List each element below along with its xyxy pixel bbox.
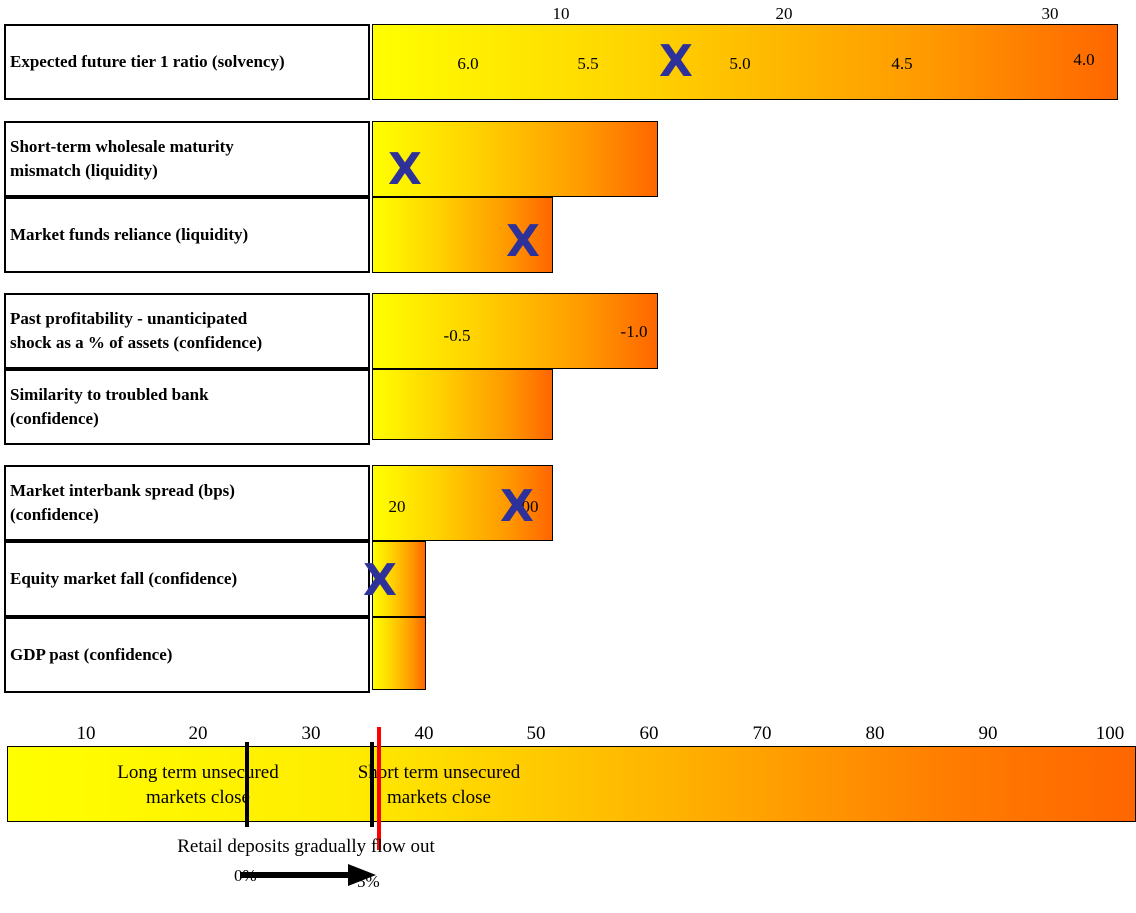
top-axis-tick: 20 <box>775 4 793 23</box>
indicator-label-text: Past profitability - unanticipated <box>10 309 248 328</box>
indicator-bar-similarity <box>372 369 553 440</box>
long-term-markets-annotation: Long term unsecured markets close <box>93 760 303 810</box>
indicator-bar-market-funds <box>372 197 553 273</box>
indicator-label-similarity: Similarity to troubled bank (confidence) <box>4 369 370 445</box>
indicator-bar-interbank-spread: 20 00 <box>372 465 553 541</box>
indicator-label-text: Expected future tier 1 ratio (solvency) <box>10 52 285 71</box>
annotation-line: Short term unsecured <box>357 762 521 783</box>
indicator-bar-equity-fall <box>372 541 426 617</box>
short-term-markets-annotation: Short term unsecured markets close <box>334 760 544 810</box>
long-term-threshold-line <box>245 742 249 827</box>
current-position-red-line <box>377 727 381 850</box>
retail-end-label: 5% <box>357 872 380 891</box>
indicator-bar-gdp-past <box>372 617 426 690</box>
indicator-label-text: Market interbank spread (bps) <box>10 481 235 500</box>
indicator-label-text: (confidence) <box>10 505 99 524</box>
annotation-line: markets close <box>387 787 491 808</box>
annotation-line: markets close <box>146 787 250 808</box>
indicator-label-maturity-mismatch: Short-term wholesale maturity mismatch (… <box>4 121 370 197</box>
indicator-label-text: shock as a % of assets (confidence) <box>10 333 263 352</box>
indicator-label-market-funds: Market funds reliance (liquidity) <box>4 197 370 273</box>
bar-value-label: 6.0 <box>457 54 479 73</box>
indicator-label-text: mismatch (liquidity) <box>10 161 158 180</box>
indicator-label-text: Market funds reliance (liquidity) <box>10 225 249 244</box>
indicator-label-text: GDP past (confidence) <box>10 645 173 664</box>
indicator-marker: X <box>388 144 422 195</box>
bottom-axis-tick: 20 <box>188 723 208 744</box>
stress-scale-bar <box>7 746 1136 822</box>
bottom-axis-tick: 30 <box>301 723 321 744</box>
bar-value-label: 4.5 <box>891 54 913 73</box>
annotation-line: Long term unsecured <box>117 762 279 783</box>
top-axis-tick: 10 <box>552 4 570 23</box>
bottom-axis-tick: 90 <box>978 723 998 744</box>
bar-value-label: 20 <box>388 497 406 516</box>
indicator-label-text: Short-term wholesale maturity <box>10 137 234 156</box>
short-term-threshold-line <box>370 742 374 827</box>
top-axis-tick: 30 <box>1041 4 1059 23</box>
indicator-bar-tier1: 6.0 5.5 5.0 4.5 4.0 <box>372 24 1118 100</box>
bar-value-label: 4.0 <box>1073 50 1095 69</box>
indicator-marker: X <box>363 555 397 606</box>
indicator-label-text: Similarity to troubled bank <box>10 385 209 404</box>
retail-start-label: 0% <box>234 866 257 885</box>
indicator-bar-past-profitability: -0.5 -1.0 <box>372 293 658 369</box>
bar-value-label: 5.0 <box>729 54 751 73</box>
bottom-axis-tick: 60 <box>639 723 659 744</box>
indicator-bar-maturity-mismatch <box>372 121 658 197</box>
bar-value-label: -1.0 <box>620 322 648 341</box>
indicator-label-past-profitability: Past profitability - unanticipated shock… <box>4 293 370 369</box>
bottom-axis-tick: 40 <box>414 723 434 744</box>
indicator-label-interbank-spread: Market interbank spread (bps) (confidenc… <box>4 465 370 541</box>
indicator-label-equity-fall: Equity market fall (confidence) <box>4 541 370 617</box>
indicator-marker: X <box>500 481 534 532</box>
indicator-marker: X <box>506 216 540 267</box>
indicator-label-tier1: Expected future tier 1 ratio (solvency) <box>4 24 370 100</box>
indicator-label-text: (confidence) <box>10 409 99 428</box>
bottom-axis-tick: 100 <box>1095 723 1125 744</box>
bottom-axis-tick: 80 <box>865 723 885 744</box>
bar-value-label: -0.5 <box>443 326 471 345</box>
indicator-label-text: Equity market fall (confidence) <box>10 569 238 588</box>
bottom-axis-tick: 10 <box>76 723 96 744</box>
retail-deposits-caption: Retail deposits gradually flow out <box>177 836 435 857</box>
indicator-label-gdp-past: GDP past (confidence) <box>4 617 370 693</box>
bar-value-label: 5.5 <box>577 54 599 73</box>
indicator-marker: X <box>659 36 693 87</box>
bottom-axis-tick: 50 <box>526 723 546 744</box>
bar-value-label: 00 <box>521 497 539 516</box>
bottom-axis-tick: 70 <box>752 723 772 744</box>
